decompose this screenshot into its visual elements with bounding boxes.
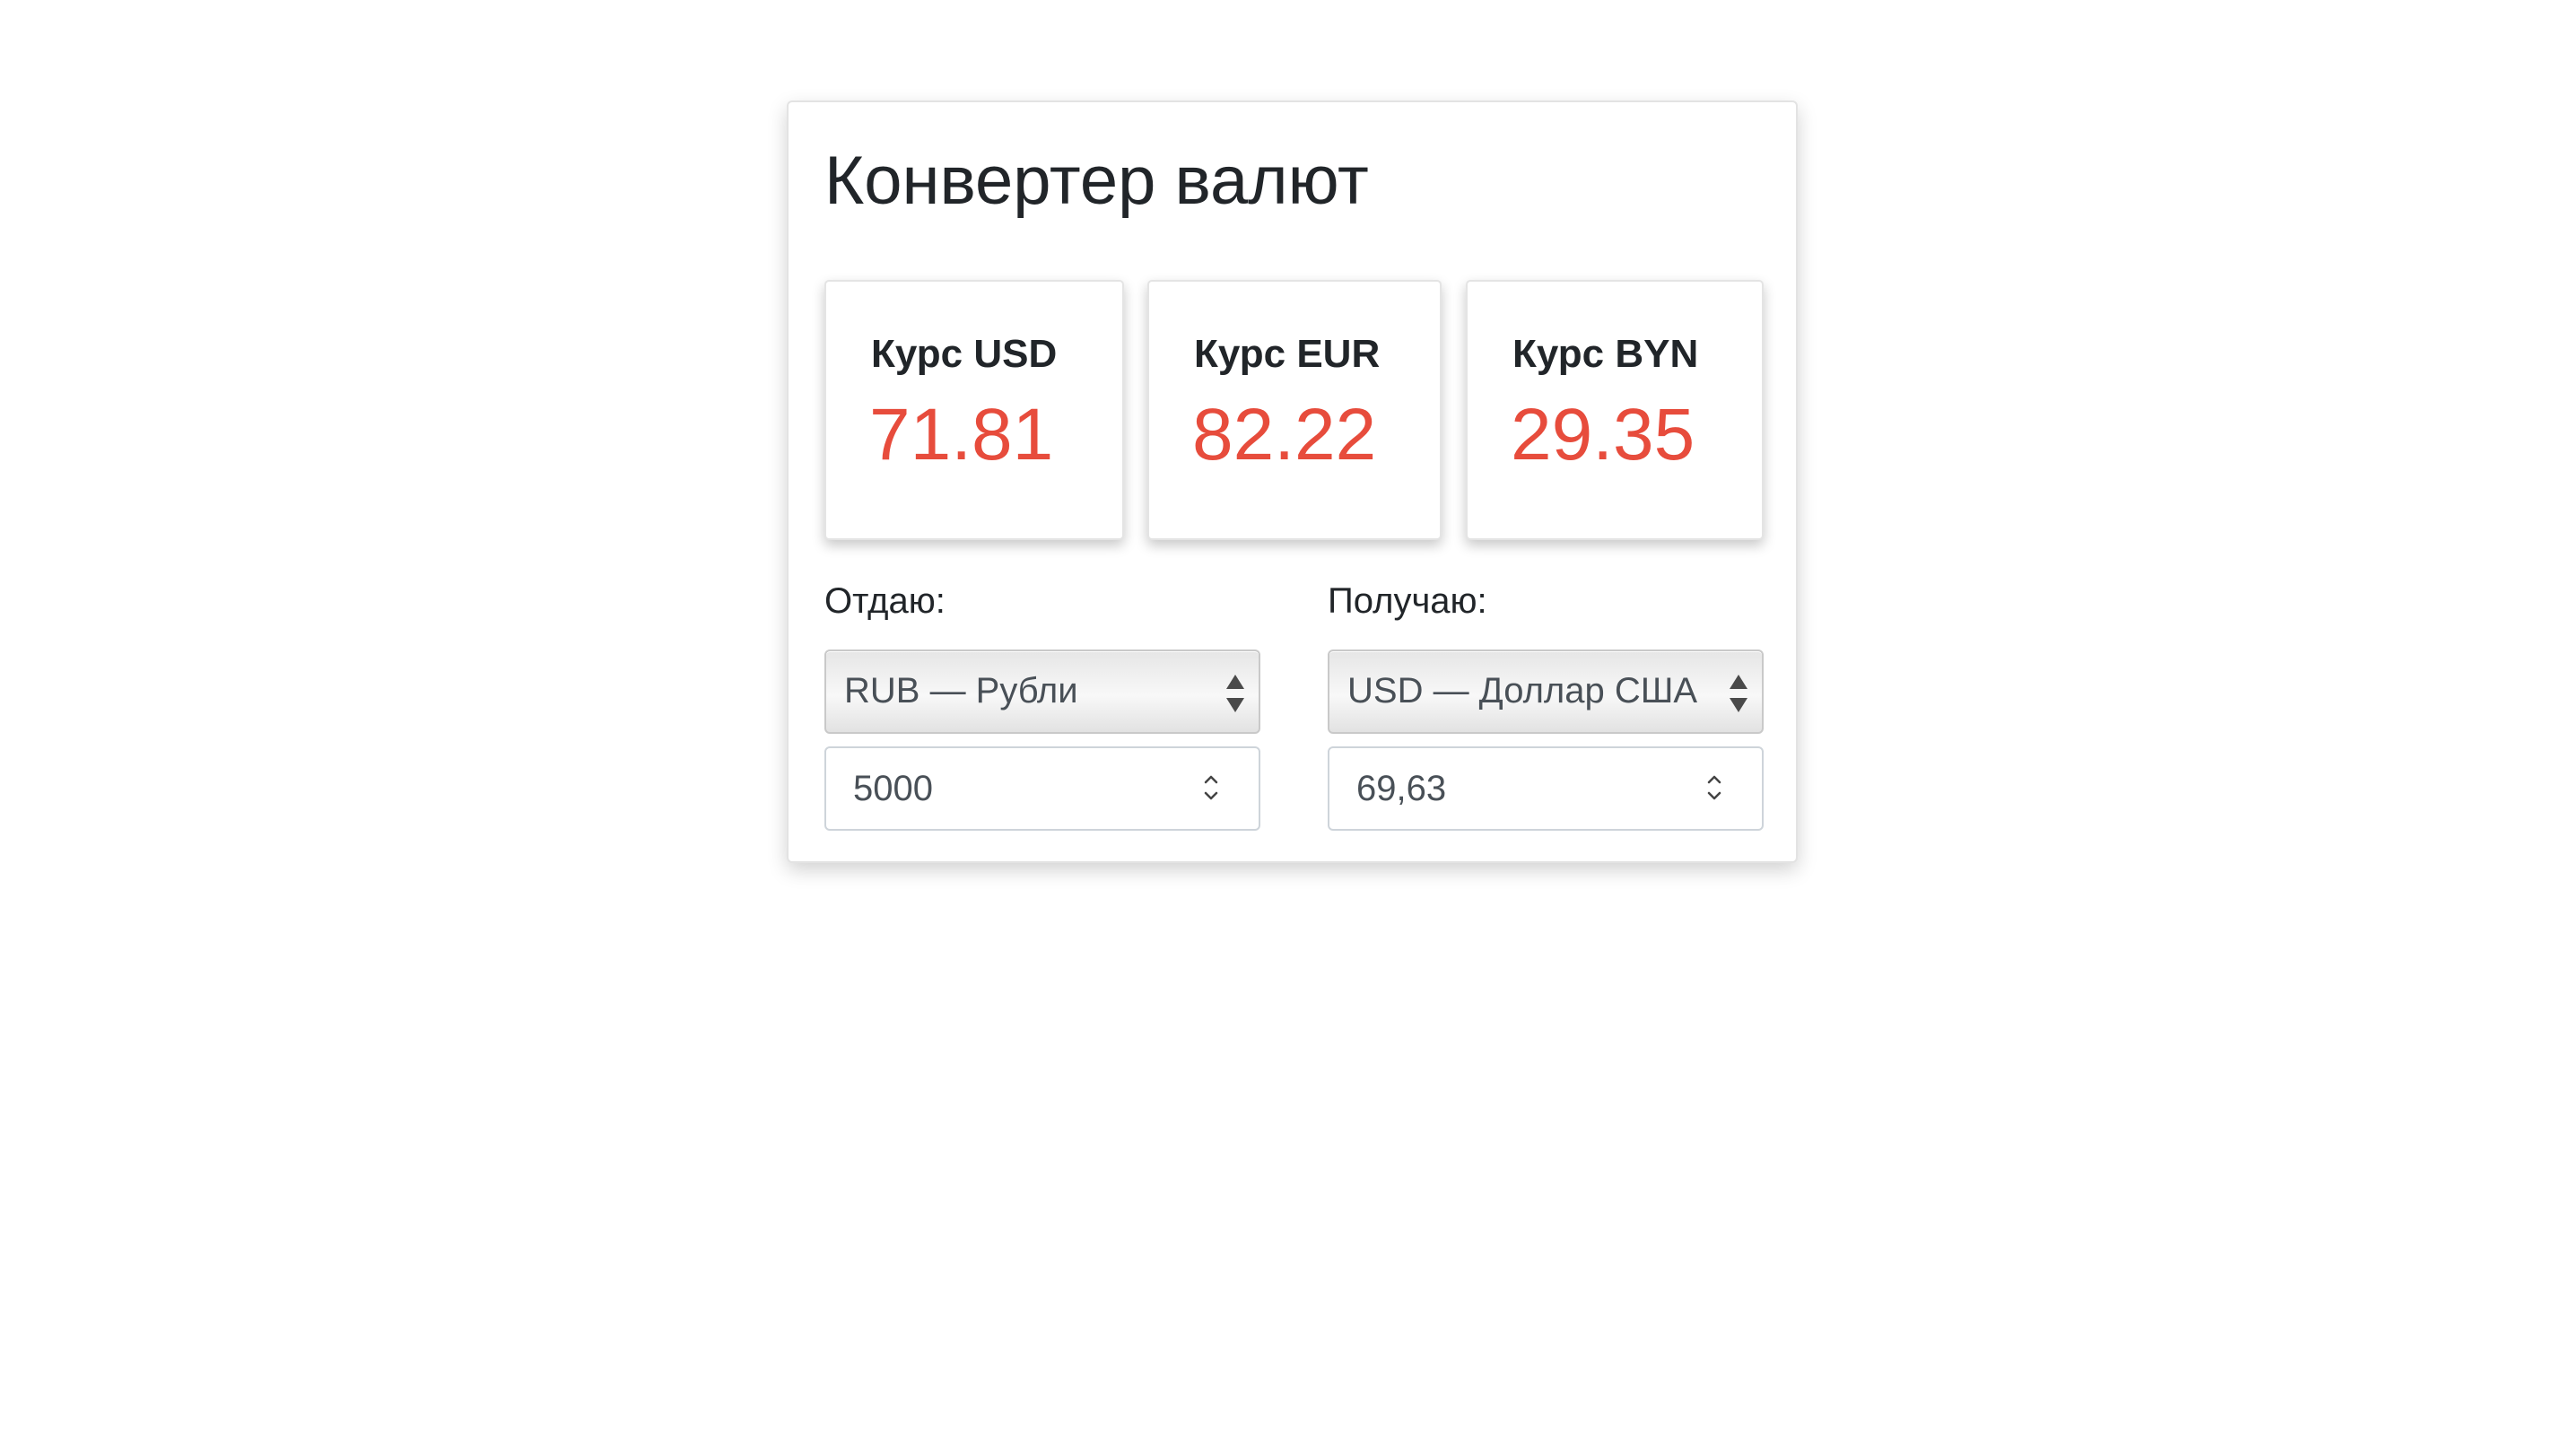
rate-label-usd: Курс USD [871,332,1058,376]
rate-label-eur: Курс EUR [1194,332,1381,376]
rate-value-byn: 29.35 [1511,394,1695,475]
select-updown-arrows-icon [1226,675,1244,712]
from-label: Отдаю: [824,581,946,621]
to-amount-field[interactable] [1328,746,1764,831]
rate-card-byn: Курс BYN 29.35 [1466,280,1764,540]
page-title: Конвертер валют [824,143,1369,219]
rate-card-usd: Курс USD 71.81 [824,280,1124,540]
from-currency-value: RUB — Рубли [844,671,1078,711]
converter-panel: Конвертер валют Курс USD 71.81 Курс EUR … [787,100,1798,863]
from-currency-select[interactable]: RUB — Рубли [824,650,1260,734]
to-amount-input[interactable] [1331,750,1672,827]
from-amount-field[interactable] [824,746,1260,831]
to-currency-value: USD — Доллар США [1347,671,1698,711]
rate-label-byn: Курс BYN [1512,332,1699,376]
number-spinner-icon[interactable] [1201,768,1221,807]
rate-value-usd: 71.81 [869,394,1054,475]
rate-card-eur: Курс EUR 82.22 [1147,280,1442,540]
to-currency-select[interactable]: USD — Доллар США [1328,650,1764,734]
number-spinner-icon[interactable] [1704,768,1724,807]
rate-value-eur: 82.22 [1192,394,1377,475]
select-updown-arrows-icon [1730,675,1747,712]
to-label: Получаю: [1328,581,1487,621]
from-amount-input[interactable] [828,750,1169,827]
